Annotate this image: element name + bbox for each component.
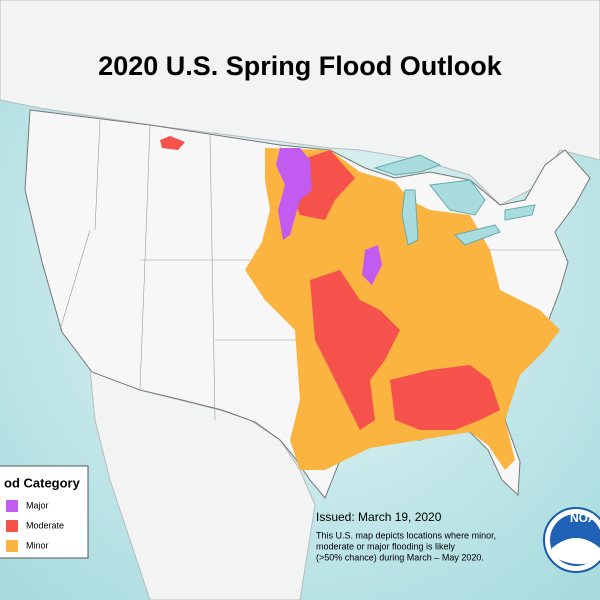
major-flood-area (276, 148, 312, 240)
moderate-flood-area (310, 270, 400, 430)
major-flood-area (362, 245, 382, 285)
legend-swatch (6, 520, 18, 532)
note-line: moderate or major flooding is likely (316, 541, 456, 551)
moderate-flood-area (390, 365, 500, 430)
legend-label: Moderate (26, 520, 64, 530)
legend-swatch (6, 540, 18, 552)
moderate-flood-area (160, 136, 185, 150)
note-line: This U.S. map depicts locations where mi… (316, 530, 496, 540)
noaa-logo: NOA (543, 507, 600, 573)
legend-label: Major (26, 500, 49, 510)
canada (0, 0, 600, 206)
logo-text: NOA (570, 511, 597, 525)
issued-date: Issued: March 19, 2020 (316, 510, 442, 524)
note: This U.S. map depicts locations where mi… (316, 530, 496, 562)
legend: od Category Major Moderate Minor (0, 465, 89, 559)
great-lakes (373, 154, 536, 246)
flood-areas (160, 136, 560, 470)
map-title: 2020 U.S. Spring Flood Outlook (98, 51, 503, 81)
note-line: (>50% chance) during March – May 2020. (316, 552, 484, 562)
legend-label: Minor (26, 540, 49, 550)
legend-swatch (6, 500, 18, 512)
legend-title: od Category (4, 475, 81, 490)
